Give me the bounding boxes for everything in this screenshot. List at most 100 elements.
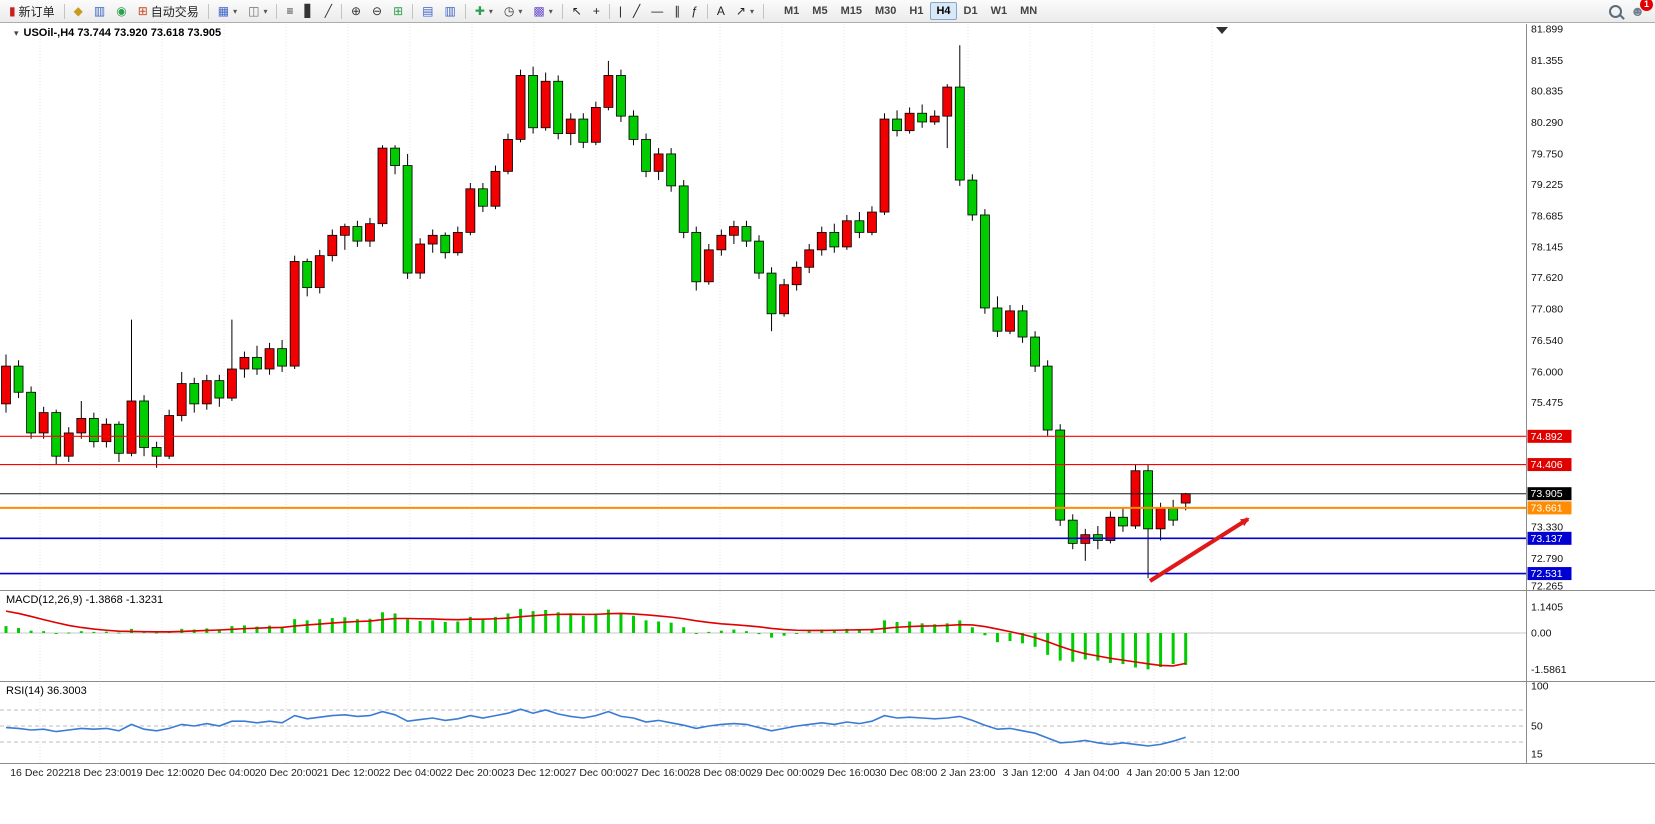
horizontal-line-button[interactable]: — bbox=[646, 1, 668, 22]
price-axis-label: 80.835 bbox=[1531, 85, 1563, 97]
bull-candle bbox=[1, 354, 11, 413]
one-click-trading-toggle-icon[interactable]: ▾ bbox=[14, 27, 19, 38]
bull-candle bbox=[38, 406, 49, 439]
macd-signal-line bbox=[5, 610, 1186, 667]
bull-candle bbox=[76, 400, 87, 439]
candlestick-chart-button[interactable]: ▋ bbox=[300, 1, 319, 22]
autotrading-button-label: 自动交易 bbox=[150, 4, 199, 19]
bear-candle bbox=[1067, 514, 1078, 550]
price-axis-label: 76.000 bbox=[1531, 366, 1563, 378]
bear-candle bbox=[402, 153, 413, 279]
bull-candle bbox=[804, 244, 815, 274]
svg-text:73.661: 73.661 bbox=[1531, 502, 1563, 514]
price-tag-74.892: 74.892 bbox=[1527, 429, 1572, 443]
timeframe-mn-button[interactable]: MN bbox=[1020, 5, 1038, 17]
arrange-vertical-button[interactable]: ▥ bbox=[440, 1, 461, 22]
bear-candle bbox=[26, 386, 37, 439]
symbol-search-button[interactable] bbox=[1609, 4, 1623, 18]
fibonacci-button[interactable]: ƒ bbox=[686, 1, 703, 22]
bear-candle bbox=[954, 45, 965, 186]
indicators-button[interactable]: ✚ ▾ bbox=[470, 1, 498, 22]
rsi-axis-label: 15 bbox=[1531, 749, 1543, 761]
bear-candle bbox=[892, 110, 902, 137]
bear-candle bbox=[829, 223, 840, 253]
arrows-button[interactable]: ↗ ▾ bbox=[731, 1, 759, 22]
bear-candle bbox=[528, 66, 538, 134]
bull-candle bbox=[63, 427, 74, 463]
profiles-button[interactable]: ◫ ▾ bbox=[243, 1, 272, 22]
bull-candle bbox=[452, 226, 463, 256]
bear-candle bbox=[641, 133, 651, 178]
price-axis-label: 81.355 bbox=[1531, 55, 1563, 67]
rsi-levels bbox=[0, 709, 1527, 743]
channel-button[interactable]: ∥ bbox=[669, 1, 685, 22]
autotrading-button[interactable]: ⊞ 自动交易 bbox=[133, 1, 204, 22]
crosshair-button[interactable]: + bbox=[588, 1, 605, 22]
periods-button[interactable]: ◷ ▾ bbox=[499, 1, 528, 22]
navigator-button[interactable]: ◉ bbox=[111, 1, 131, 22]
price-axis-label: 76.540 bbox=[1531, 335, 1563, 347]
time-axis-label: 23 Dec 12:00 bbox=[503, 767, 566, 779]
main-toolbar: ▮ 新订单 ◆ ▥ ◉ ⊞ 自动交易 ▦ ▾ ◫ ▾ ≡ ▋ ╱ ⊕ ⊖ ⊞ ▤ ▥ ✚ ▾ ◷ ▾ ▩ ▾ ↖ + | ╱ — ∥ ƒ A ↗ ▾… bbox=[0, 0, 1655, 23]
timeframe-m15-button[interactable]: M15 bbox=[840, 5, 862, 17]
timeframe-d1-button[interactable]: D1 bbox=[963, 5, 978, 17]
bear-candle bbox=[1017, 305, 1028, 343]
templates-icon: ▩ bbox=[533, 4, 545, 18]
bull-candle bbox=[1005, 305, 1015, 335]
arrange-horizontal-button[interactable]: ▤ bbox=[417, 1, 438, 22]
cursor-icon: ↖ bbox=[571, 4, 582, 18]
bull-candle bbox=[377, 145, 388, 227]
bull-candle bbox=[729, 220, 739, 245]
new-order-button-label: 新订单 bbox=[18, 4, 55, 19]
market-watch-button[interactable]: ◆ bbox=[69, 1, 88, 22]
price-tag-72.531: 72.531 bbox=[1527, 567, 1572, 581]
macd-axis-label: 0.00 bbox=[1531, 628, 1552, 640]
timeframe-h1-button[interactable]: H1 bbox=[909, 5, 924, 17]
timeframe-toolbar: M1 M5 M15 M30 H1 H4 D1 W1 MN bbox=[778, 2, 1043, 20]
timeframe-m30-button[interactable]: M30 bbox=[874, 5, 897, 17]
text-label-button[interactable]: A bbox=[712, 1, 730, 22]
tile-windows-icon: ⊞ bbox=[393, 4, 404, 18]
bull-candle bbox=[239, 351, 250, 378]
timeframe-m5-button[interactable]: M5 bbox=[812, 5, 828, 17]
notifications-button[interactable]: ☻ 1 bbox=[1630, 0, 1653, 19]
toolbar-separator bbox=[207, 3, 209, 19]
data-window-button[interactable]: ▥ bbox=[89, 1, 110, 22]
time-axis-label: 27 Dec 16:00 bbox=[627, 767, 690, 779]
time-axis-label: 20 Dec 04:00 bbox=[193, 767, 256, 779]
new-order-button[interactable]: ▮ 新订单 bbox=[4, 1, 60, 22]
bear-candle bbox=[390, 145, 400, 175]
toolbar-separator bbox=[561, 3, 563, 19]
timeframe-h4-button[interactable]: H4 bbox=[930, 2, 957, 20]
cursor-button[interactable]: ↖ bbox=[567, 1, 587, 22]
macd-indicator-label: MACD(12,26,9) -1.3868 -1.3231 bbox=[6, 594, 164, 606]
new-chart-button[interactable]: ▦ ▾ bbox=[213, 1, 242, 22]
price-axis-label: 73.330 bbox=[1531, 522, 1563, 534]
bull-candle bbox=[465, 182, 476, 236]
timeframe-w1-button[interactable]: W1 bbox=[990, 5, 1008, 17]
trendline-icon: ╱ bbox=[632, 4, 641, 18]
trendline-button[interactable]: ╱ bbox=[628, 1, 645, 22]
zoom-out-button[interactable]: ⊖ bbox=[367, 1, 387, 22]
timeframe-m1-button[interactable]: M1 bbox=[784, 5, 800, 17]
time-axis-label: 19 Dec 12:00 bbox=[131, 767, 194, 779]
chevron-down-icon: ▾ bbox=[548, 6, 553, 16]
time-axis-label: 21 Dec 12:00 bbox=[317, 767, 380, 779]
autotrading-icon: ⊞ bbox=[137, 4, 148, 18]
bear-candle bbox=[1118, 508, 1128, 532]
vertical-line-button[interactable]: | bbox=[614, 1, 627, 22]
zoom-in-button[interactable]: ⊕ bbox=[346, 1, 366, 22]
bull-candle bbox=[565, 113, 576, 146]
line-chart-button[interactable]: ╱ bbox=[320, 1, 337, 22]
tile-windows-button[interactable]: ⊞ bbox=[388, 1, 408, 22]
candles-layer bbox=[1, 45, 1191, 579]
chart-shift-marker[interactable] bbox=[1216, 27, 1228, 34]
bar-chart-button[interactable]: ≡ bbox=[281, 1, 298, 22]
trend-arrow-annotation[interactable] bbox=[1148, 517, 1250, 583]
bull-candle bbox=[703, 244, 714, 285]
bear-candle bbox=[477, 182, 488, 213]
templates-button[interactable]: ▩ ▾ bbox=[528, 1, 557, 22]
svg-text:73.905: 73.905 bbox=[1531, 488, 1563, 500]
